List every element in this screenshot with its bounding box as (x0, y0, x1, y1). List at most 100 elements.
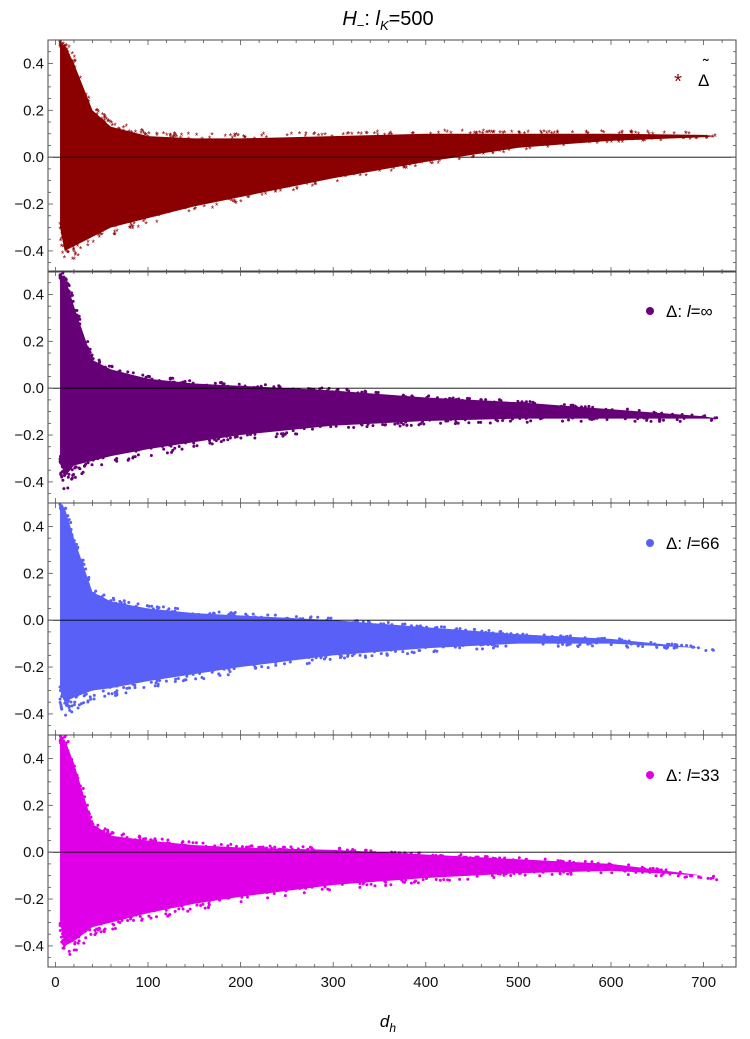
panel-2-point (100, 463, 104, 467)
panel-4-frame (47, 734, 737, 968)
panel-2-point (58, 274, 62, 278)
panel-1-point: * (121, 127, 125, 137)
panel-1-point: * (210, 131, 214, 141)
panel-3-point (461, 643, 465, 647)
panel-1-point: * (565, 139, 569, 149)
panel-4-point (142, 837, 146, 841)
panel-1-point: * (141, 127, 145, 137)
panel-3-point (379, 652, 383, 656)
panel-4-point (523, 873, 527, 877)
panel-3-point (576, 644, 580, 648)
panel-4-point (168, 841, 172, 845)
panel-4-point (83, 929, 87, 933)
panel-2-point (460, 398, 464, 402)
panel-2-point (573, 404, 577, 408)
legend-label: Δ: l=∞ (666, 302, 713, 321)
panel-2-point (623, 417, 627, 421)
panel-4-point (126, 919, 130, 923)
panel-1-point: * (526, 143, 530, 153)
panel-1-point: * (61, 243, 65, 253)
legend-tilde: ˜ (702, 56, 709, 75)
panel-3-point (521, 632, 525, 636)
panel-2-point (150, 377, 154, 381)
panel-1-point: * (308, 178, 312, 188)
panel-4-point (296, 847, 300, 851)
panel-1-point: * (365, 129, 369, 139)
panel-1-point: * (215, 201, 219, 211)
panel-2-point (662, 418, 666, 422)
panel-4-point (474, 855, 478, 859)
panel-1-point: * (84, 91, 88, 101)
panel-1-point: * (552, 129, 556, 139)
panel-4-point (302, 891, 306, 895)
panel-4-point (272, 892, 276, 896)
panel-2-point (566, 418, 570, 422)
panel-1-point: * (651, 130, 655, 140)
panel-1-point: * (305, 180, 309, 190)
panel-4-point (627, 863, 631, 867)
panel-1-point: * (103, 112, 107, 122)
panel-4-point (67, 949, 71, 953)
panel-2-point (131, 371, 135, 375)
panel-1-point: * (62, 40, 66, 50)
panel-4-point (102, 829, 106, 833)
panel-2-point (101, 456, 105, 460)
panel-3-point (491, 631, 495, 635)
panel-1-y-tick-label: 0.0 (23, 149, 44, 166)
panel-2-point (73, 461, 77, 465)
panel-4-point (263, 847, 267, 851)
panel-1-point: * (97, 231, 101, 241)
panel-4-point (134, 913, 138, 917)
panel-1-point: * (475, 129, 479, 139)
panel-3-point (509, 632, 513, 636)
panel-3-point (142, 686, 146, 690)
panel-4-point (66, 749, 70, 753)
panel-1-point: * (113, 121, 117, 131)
panel-3-point (200, 675, 204, 679)
panel-1-point: * (584, 128, 588, 138)
panel-1-point: * (647, 130, 651, 140)
panel-1-point: * (279, 187, 283, 197)
panel-1-point: * (687, 130, 691, 140)
panel-1-point: * (155, 130, 159, 140)
panel-1-point: * (65, 248, 69, 258)
panel-3-point (665, 646, 669, 650)
panel-2-point (425, 395, 429, 399)
panel-1-point: * (130, 128, 134, 138)
panel-2-point (74, 465, 78, 469)
panel-4-point (404, 878, 408, 882)
panel-1-point: * (79, 245, 83, 255)
panel-2-point (115, 457, 119, 461)
panel-2-point (428, 418, 432, 422)
panel-3-point (453, 628, 457, 632)
panel-3-point (60, 508, 64, 512)
panel-3-point (425, 625, 429, 629)
panel-1-point: * (546, 143, 550, 153)
panel-3-point (556, 644, 560, 648)
panel-2-point (149, 454, 153, 458)
panel-1-point: * (124, 122, 128, 132)
panel-2-point (645, 418, 649, 422)
panel-4-point (202, 899, 206, 903)
panel-1-point: * (138, 215, 142, 225)
panel-1-point: * (320, 131, 324, 141)
panel-3-point (711, 648, 715, 652)
panel-4-point (503, 856, 507, 860)
panel-4-point (424, 877, 428, 881)
panel-3-point (72, 703, 76, 707)
panel-3-point (620, 638, 624, 642)
panel-4-point (137, 834, 141, 838)
panel-4-point (153, 909, 157, 913)
panel-1-point: * (550, 130, 554, 140)
panel-1-point: * (312, 130, 316, 140)
panel-2-point (107, 364, 111, 368)
panel-3-point (183, 678, 187, 682)
panel-3-point (91, 687, 95, 691)
panel-2-point (195, 444, 199, 448)
panel-2-point (633, 419, 637, 423)
panel-3-point (322, 657, 326, 661)
panel-2-point (263, 383, 267, 387)
panel-1-point: * (694, 135, 698, 145)
panel-3-point (588, 642, 592, 646)
panel-1-point: * (482, 127, 486, 137)
